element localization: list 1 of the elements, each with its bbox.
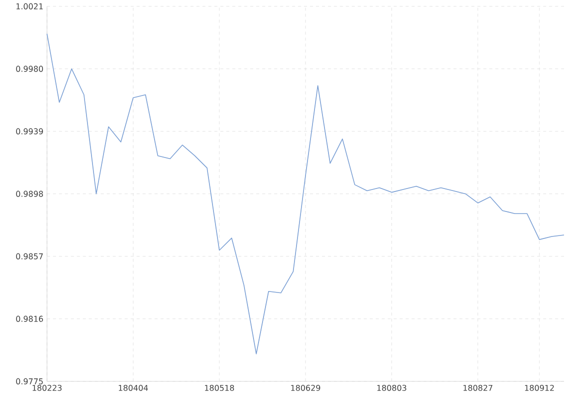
line-series xyxy=(46,33,564,354)
